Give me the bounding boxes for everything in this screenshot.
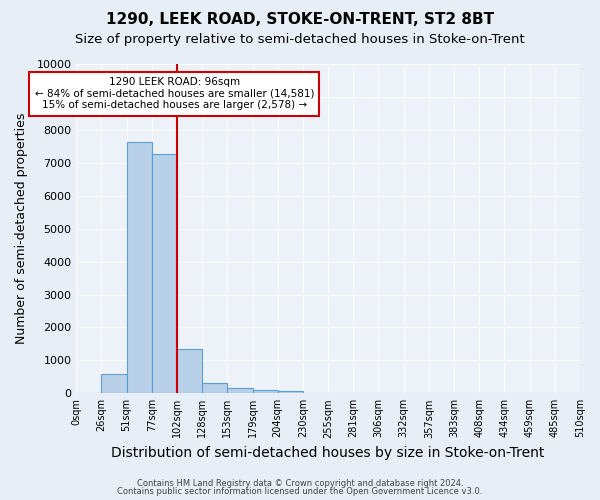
Text: Contains public sector information licensed under the Open Government Licence v3: Contains public sector information licen… (118, 487, 482, 496)
Bar (101, 374, 127, 394)
Bar (227, 388, 253, 394)
Text: Size of property relative to semi-detached houses in Stoke-on-Trent: Size of property relative to semi-detach… (75, 32, 525, 46)
X-axis label: Distribution of semi-detached houses by size in Stoke-on-Trent: Distribution of semi-detached houses by … (112, 446, 545, 460)
Text: Contains HM Land Registry data © Crown copyright and database right 2024.: Contains HM Land Registry data © Crown c… (137, 478, 463, 488)
Bar (253, 390, 278, 394)
Bar (177, 348, 202, 394)
Y-axis label: Number of semi-detached properties: Number of semi-detached properties (15, 113, 28, 344)
Bar (127, 142, 152, 394)
Bar (202, 383, 227, 394)
Text: 1290 LEEK ROAD: 96sqm
← 84% of semi-detached houses are smaller (14,581)
15% of : 1290 LEEK ROAD: 96sqm ← 84% of semi-deta… (35, 77, 314, 110)
Bar (152, 154, 177, 394)
Bar (278, 391, 303, 394)
Text: 1290, LEEK ROAD, STOKE-ON-TRENT, ST2 8BT: 1290, LEEK ROAD, STOKE-ON-TRENT, ST2 8BT (106, 12, 494, 28)
